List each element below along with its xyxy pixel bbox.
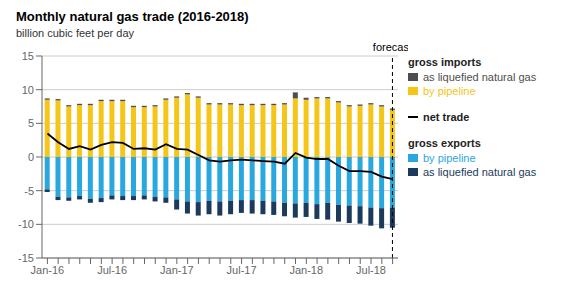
html-text:Monthly natural gas trade (201: Monthly natural gas trade (2016-2018): [16, 9, 249, 24]
html-text:by pipeline: by pipeline: [423, 152, 476, 164]
svg-text:-10: -10: [18, 218, 34, 230]
svg-text:15: 15: [22, 50, 34, 62]
html-text:billion cubic feet per day: billion cubic feet per day: [16, 27, 134, 39]
svg-text:Jan-18: Jan-18: [289, 264, 323, 276]
svg-text:10: 10: [22, 84, 34, 96]
html-text:as liquefied natural gas: as liquefied natural gas: [423, 166, 537, 178]
svg-text:forecast: forecast: [373, 41, 408, 53]
html-text:gross imports: gross imports: [408, 56, 482, 68]
svg-text:Jan-17: Jan-17: [160, 264, 194, 276]
svg-text:Jul-18: Jul-18: [356, 264, 386, 276]
html-text:gross exports: gross exports: [408, 137, 481, 149]
html-text:net trade: net trade: [423, 111, 470, 123]
svg-text:0: 0: [28, 151, 34, 163]
html-text:by pipeline: by pipeline: [423, 85, 476, 97]
svg-text:-5: -5: [24, 185, 34, 197]
html-text:as liquefied natural gas: as liquefied natural gas: [423, 71, 537, 83]
svg-text:Jul-16: Jul-16: [97, 264, 127, 276]
svg-text:Jan-16: Jan-16: [31, 264, 65, 276]
svg-text:5: 5: [28, 117, 34, 129]
svg-text:-15: -15: [18, 252, 34, 264]
svg-text:Jul-17: Jul-17: [227, 264, 257, 276]
